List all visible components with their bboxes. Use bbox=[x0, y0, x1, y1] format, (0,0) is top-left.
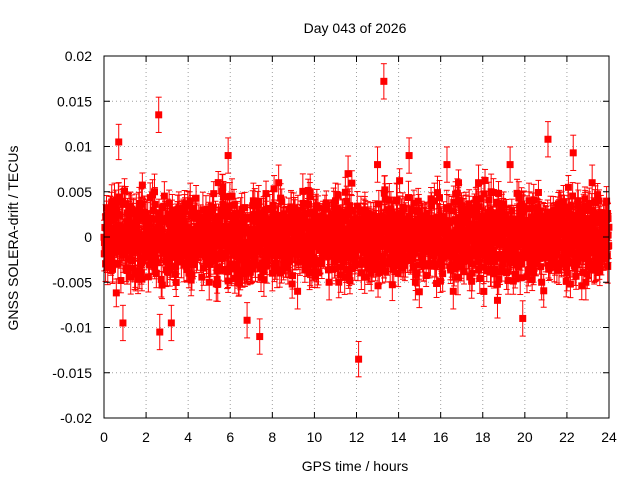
chart: 0 2 4 6 8 10 12 14 16 18 20 22 24 0.020.0150.010.005… bbox=[5, 20, 617, 474]
